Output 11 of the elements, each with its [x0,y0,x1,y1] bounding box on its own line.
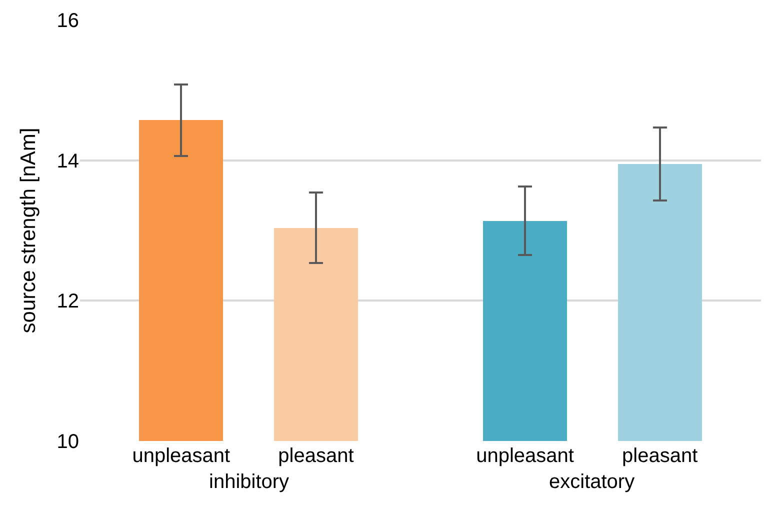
text: excitatory [549,471,635,493]
y-axis-title: source strength [nAm] [16,128,40,334]
y-tick-label: 16 [56,10,79,32]
x-tick-label: pleasant [278,445,354,467]
text: inhibitory [209,471,290,493]
x-tick-label: unpleasant [132,445,231,467]
x-tick-label: pleasant [622,445,698,467]
y-tick-label: 14 [56,150,79,172]
y-tick-label: 10 [56,431,79,453]
x-tick-label: unpleasant [476,445,574,467]
y-tick-label: 12 [56,290,79,313]
